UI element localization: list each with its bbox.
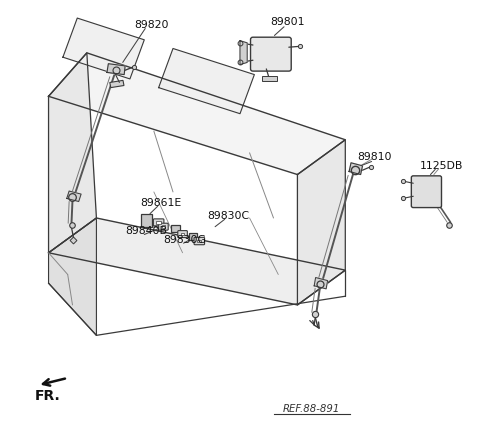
FancyBboxPatch shape [194,237,204,245]
Text: 89801: 89801 [271,17,305,27]
Text: 1125DB: 1125DB [420,161,463,171]
Polygon shape [48,218,96,335]
Polygon shape [48,53,345,174]
Bar [197,240,202,242]
Bar [161,225,165,228]
Polygon shape [240,41,247,65]
Polygon shape [298,140,345,305]
Polygon shape [158,48,254,114]
Text: 89840B: 89840B [126,226,168,236]
Bar [110,80,124,88]
FancyBboxPatch shape [170,225,180,232]
Text: 89830G: 89830G [164,235,206,245]
Polygon shape [48,218,345,305]
FancyBboxPatch shape [158,223,168,230]
Text: 89861E: 89861E [141,198,181,208]
Bar [263,76,277,81]
Text: FR.: FR. [35,389,61,403]
FancyBboxPatch shape [154,219,164,226]
Text: 89810: 89810 [357,152,391,162]
FancyBboxPatch shape [251,37,291,71]
Text: 89830C: 89830C [207,211,249,221]
FancyBboxPatch shape [178,231,187,238]
Polygon shape [349,163,362,174]
Polygon shape [63,18,144,79]
FancyBboxPatch shape [411,176,442,208]
Polygon shape [48,53,96,253]
Polygon shape [107,64,125,75]
Text: 89820: 89820 [134,20,168,30]
Bar [156,221,161,224]
Bar [180,233,184,235]
Text: REF.88-891: REF.88-891 [283,404,340,414]
Polygon shape [314,278,327,289]
Polygon shape [67,191,81,201]
FancyBboxPatch shape [189,233,197,239]
FancyBboxPatch shape [142,214,152,227]
